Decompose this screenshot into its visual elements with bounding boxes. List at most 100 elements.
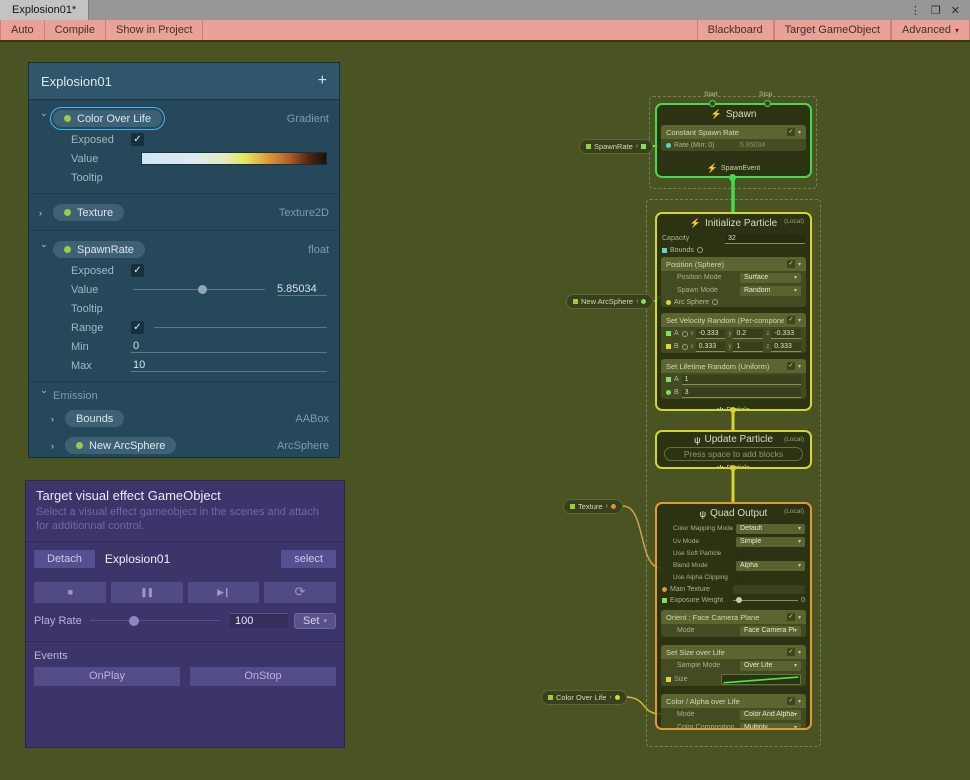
color-over-life-output-port[interactable] xyxy=(615,695,620,700)
exposure-weight-value[interactable]: 0 xyxy=(801,597,805,604)
lifetime-a-input-port[interactable] xyxy=(666,377,671,382)
target-gameobject-toggle-button[interactable]: Target GameObject xyxy=(774,20,891,40)
color-mode-dropdown[interactable]: Color And Alpha▾ xyxy=(740,710,801,720)
attached-object-name[interactable]: Explosion01 xyxy=(105,552,271,566)
maximize-icon[interactable]: ❒ xyxy=(931,4,941,17)
texture-output-port[interactable] xyxy=(611,504,616,509)
exposed-checkbox[interactable]: ✓ xyxy=(131,264,144,277)
space-label[interactable]: (Local) xyxy=(784,218,804,225)
collapse-icon[interactable]: ‹ xyxy=(606,503,608,510)
soft-particle-checkbox[interactable] xyxy=(736,550,744,558)
uv-mode-dropdown[interactable]: Simple▾ xyxy=(736,537,805,547)
velocity-a-x-field[interactable]: -0.333 xyxy=(696,329,726,339)
pause-button[interactable]: ❚❚ xyxy=(111,582,183,603)
set-velocity-random-block[interactable]: Set Velocity Random (Per-component) ✓ ▾ … xyxy=(661,313,806,353)
exposed-checkbox[interactable]: ✓ xyxy=(131,133,144,146)
blackboard-toggle-button[interactable]: Blackboard xyxy=(697,20,774,40)
expand-chevron-icon[interactable]: › xyxy=(51,441,65,451)
property-pill-spawnrate[interactable]: SpawnRate xyxy=(53,241,145,258)
spawn-mode-dropdown[interactable]: Random ▾ xyxy=(740,286,801,296)
velocity-a-y-field[interactable]: 0.2 xyxy=(733,329,763,339)
property-pill-new-arcsphere[interactable]: New ArcSphere xyxy=(65,437,176,454)
arc-sphere-expand-icon[interactable] xyxy=(712,299,718,305)
detach-button[interactable]: Detach xyxy=(34,550,95,568)
spawn-output-port[interactable] xyxy=(729,174,736,181)
close-icon[interactable]: ✕ xyxy=(951,4,960,17)
arcsphere-output-port[interactable] xyxy=(641,299,646,304)
quad-output-node[interactable]: ψ Quad Output (Local) Color Mapping Mode… xyxy=(655,502,812,730)
expand-chevron-icon[interactable]: › xyxy=(51,414,65,424)
kebab-menu-icon[interactable]: ⋮ xyxy=(910,4,921,17)
param-node-spawnrate[interactable]: SpawnRate ‹ xyxy=(579,139,653,154)
space-label[interactable]: (Local) xyxy=(784,508,804,515)
spawn-start-port[interactable] xyxy=(709,100,716,107)
add-property-button[interactable]: + xyxy=(318,72,327,90)
size-input-port[interactable] xyxy=(666,677,671,682)
lifetime-b-field[interactable]: 3 xyxy=(682,388,801,398)
block-collapse-icon[interactable]: ▾ xyxy=(798,363,801,370)
category-label[interactable]: Emission xyxy=(53,390,98,402)
capacity-field[interactable]: 32 xyxy=(725,234,805,244)
param-node-new-arcsphere[interactable]: New ArcSphere ‹ xyxy=(566,294,653,309)
alpha-clipping-checkbox[interactable] xyxy=(736,574,744,582)
stop-button[interactable]: ■ xyxy=(34,582,106,603)
block-collapse-icon[interactable]: ▾ xyxy=(798,261,801,268)
arc-sphere-input-port[interactable] xyxy=(666,300,671,305)
block-enabled-checkbox[interactable]: ✓ xyxy=(787,648,795,656)
velocity-b-input-port[interactable] xyxy=(666,344,671,349)
auto-button[interactable]: Auto xyxy=(0,20,45,40)
blend-mode-dropdown[interactable]: Alpha▾ xyxy=(736,561,805,571)
play-rate-field[interactable]: 100 xyxy=(230,613,288,628)
size-curve-field[interactable] xyxy=(721,674,801,685)
show-in-project-button[interactable]: Show in Project xyxy=(106,20,203,40)
velocity-b-y-field[interactable]: 1 xyxy=(733,342,763,352)
expand-chevron-icon[interactable]: › xyxy=(40,113,50,127)
block-collapse-icon[interactable]: ▾ xyxy=(798,614,801,621)
max-field[interactable]: 10 xyxy=(131,359,327,372)
expand-chevron-icon[interactable]: › xyxy=(39,208,53,218)
orient-block[interactable]: Orient : Face Camera Plane ✓ ▾ Mode Face… xyxy=(661,610,806,637)
rate-input-port[interactable] xyxy=(666,143,671,148)
space-toggle-icon[interactable] xyxy=(682,344,688,350)
set-size-over-life-block[interactable]: Set Size over Life ✓ ▾ Sample Mode Over … xyxy=(661,645,806,686)
block-collapse-icon[interactable]: ▾ xyxy=(798,317,801,324)
main-texture-input-port[interactable] xyxy=(662,587,667,592)
compile-button[interactable]: Compile xyxy=(45,20,106,40)
spawn-node[interactable]: ⚡ Spawn Constant Spawn Rate ✓ ▾ Rate (Mi… xyxy=(655,103,812,178)
block-enabled-checkbox[interactable]: ✓ xyxy=(787,362,795,370)
collapse-icon[interactable]: ‹ xyxy=(636,298,638,305)
spawn-stop-port[interactable] xyxy=(764,100,771,107)
constant-spawn-rate-block[interactable]: Constant Spawn Rate ✓ ▾ Rate (Min: 0) 5.… xyxy=(661,125,806,151)
value-field[interactable]: 5.85034 xyxy=(277,283,327,296)
advanced-dropdown-button[interactable]: Advanced ▾ xyxy=(891,20,970,40)
range-checkbox[interactable]: ✓ xyxy=(131,321,144,334)
set-lifetime-random-block[interactable]: Set Lifetime Random (Uniform) ✓ ▾ A 1 B … xyxy=(661,359,806,399)
block-enabled-checkbox[interactable]: ✓ xyxy=(787,128,795,136)
param-node-color-over-life[interactable]: Color Over Life ‹ xyxy=(541,690,627,705)
property-pill-bounds[interactable]: Bounds xyxy=(65,410,124,427)
property-pill-texture[interactable]: Texture xyxy=(53,204,124,221)
bounds-expand-icon[interactable] xyxy=(697,247,703,253)
bounds-input-port[interactable] xyxy=(662,248,667,253)
collapse-icon[interactable]: ‹ xyxy=(609,694,611,701)
update-particle-node[interactable]: ψ Update Particle (Local) Press space to… xyxy=(655,430,812,469)
param-node-texture[interactable]: Texture ‹ xyxy=(563,499,623,514)
gradient-value-field[interactable] xyxy=(141,152,327,165)
color-composition-dropdown[interactable]: Multiply▾ xyxy=(740,723,801,731)
collapse-icon[interactable]: ‹ xyxy=(636,143,638,150)
space-toggle-icon[interactable] xyxy=(682,331,688,337)
velocity-a-z-field[interactable]: -0.333 xyxy=(771,329,801,339)
min-field[interactable]: 0 xyxy=(131,340,327,353)
block-collapse-icon[interactable]: ▾ xyxy=(798,129,801,136)
onstop-button[interactable]: OnStop xyxy=(190,667,336,686)
block-collapse-icon[interactable]: ▾ xyxy=(798,698,801,705)
block-enabled-checkbox[interactable]: ✓ xyxy=(787,260,795,268)
block-enabled-checkbox[interactable]: ✓ xyxy=(787,316,795,324)
step-button[interactable]: ▶❙ xyxy=(188,582,260,603)
sample-mode-dropdown[interactable]: Over Life▾ xyxy=(740,661,801,671)
velocity-a-input-port[interactable] xyxy=(666,331,671,336)
lifetime-b-input-port[interactable] xyxy=(666,390,671,395)
initialize-output-port[interactable] xyxy=(730,407,736,413)
play-rate-slider[interactable] xyxy=(90,620,220,621)
color-mapping-mode-dropdown[interactable]: Default▾ xyxy=(736,524,805,534)
